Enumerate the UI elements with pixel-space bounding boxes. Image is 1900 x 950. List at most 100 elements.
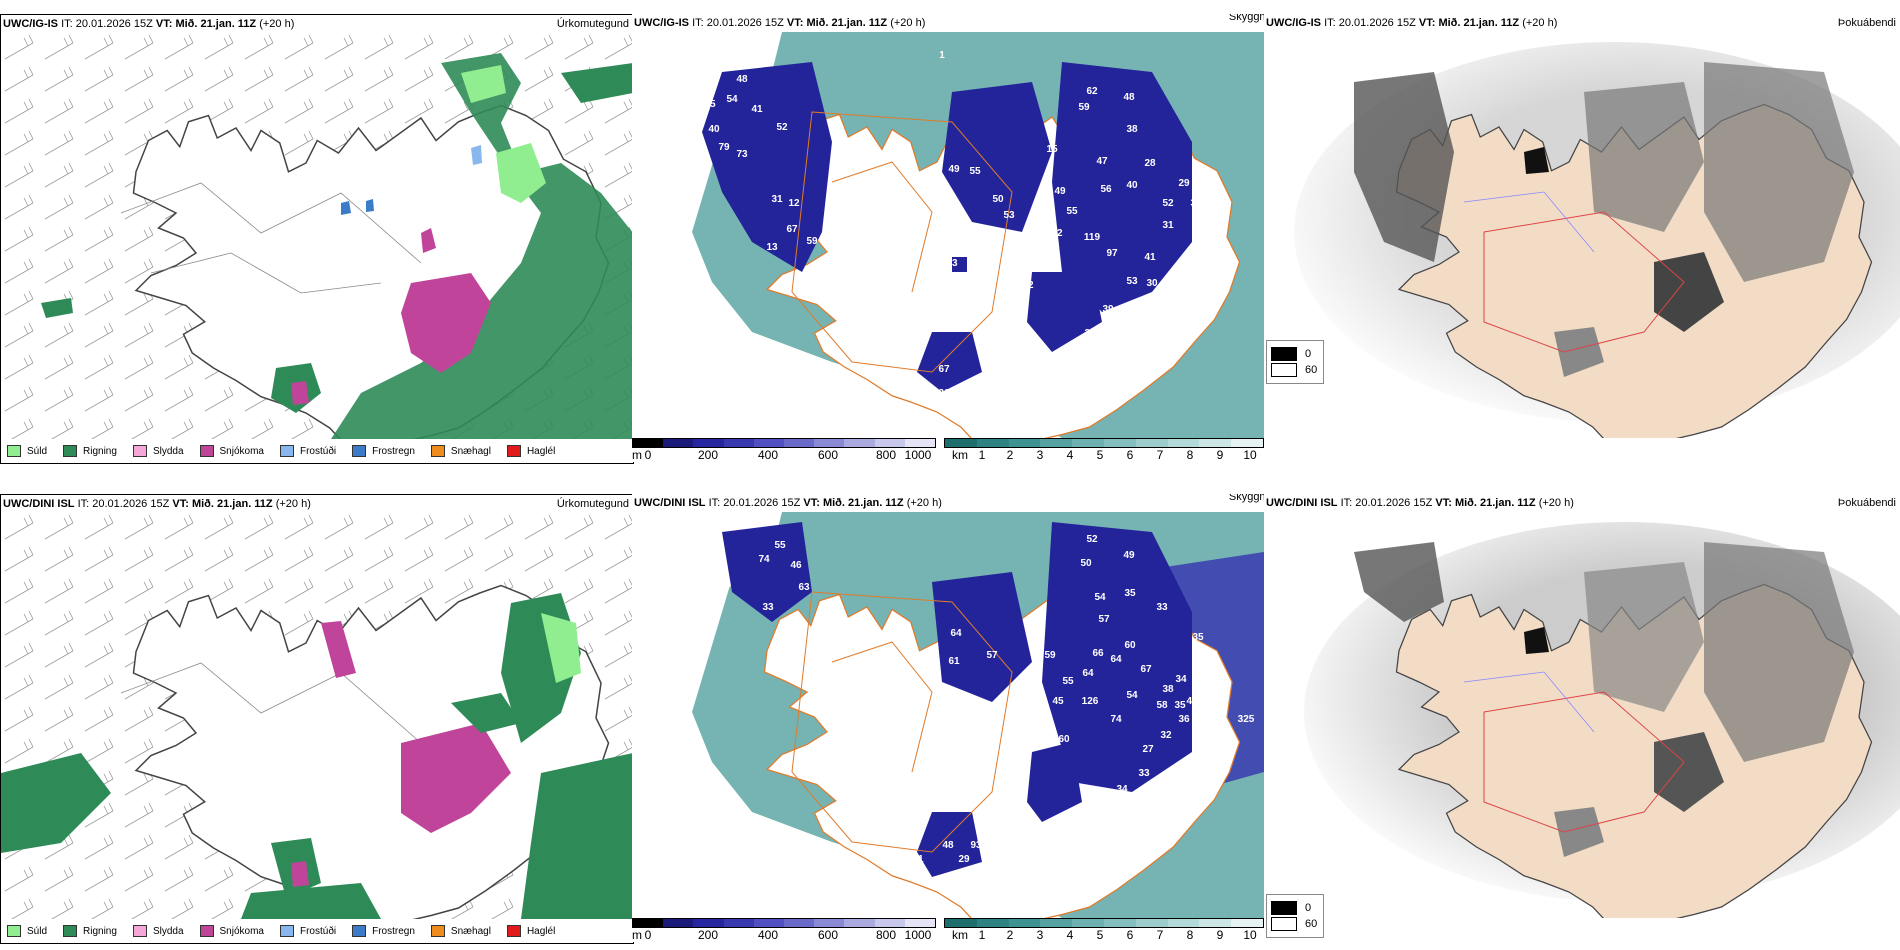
fog-swatch	[1271, 901, 1297, 915]
visibility-value-labels: 48 54 41 55 52 40 79 73 31 12 67 59 13 6…	[704, 50, 1202, 399]
vis-label: 62	[1086, 86, 1098, 97]
vis-label: 15	[1046, 144, 1058, 155]
legend-item-snaehagl: Snæhagl	[430, 925, 491, 937]
vis-label: 47	[1028, 252, 1040, 263]
vis-label: 55	[1066, 206, 1078, 217]
vis-label: 64	[1082, 668, 1094, 679]
cb-tick: 6	[1126, 928, 1134, 942]
cb-step	[976, 919, 1009, 927]
legend-swatch	[279, 445, 294, 457]
vis-label: 35	[1124, 588, 1136, 599]
cb-tick: 200	[697, 928, 719, 942]
panel-header: UWC/IG-IS IT: 20.01.2026 15Z VT: Mið. 21…	[1, 15, 633, 33]
fog-legend-item: 0	[1271, 901, 1319, 915]
vis-label: 60	[1058, 734, 1070, 745]
cb-tick: 5	[1096, 448, 1104, 462]
vis-label: 48	[736, 74, 748, 85]
vis-label: 38	[1126, 124, 1138, 135]
panel-header: UWC/IG-IS IT: 20.01.2026 15Z VT: Mið. 21…	[1264, 14, 1900, 32]
visibility-colorbar: km 1 2 3 4 5 6 7 8 9 10	[944, 918, 1264, 942]
legend-item-sudl: Súld	[7, 925, 47, 937]
cb-step	[1135, 919, 1168, 927]
precip-type-map	[1, 33, 633, 439]
legend-item-frostregn: Frostregn	[352, 445, 415, 457]
cb-step	[1231, 919, 1263, 927]
vis-label: 54	[1126, 690, 1138, 701]
panel-title: Úrkomutegund	[556, 18, 629, 30]
vis-label: 64	[1110, 654, 1122, 665]
vis-label: 55	[774, 540, 786, 551]
cb-step	[1040, 919, 1073, 927]
visibility-unit: km	[952, 928, 968, 942]
vis-label: 74	[1110, 714, 1122, 725]
vis-label: 31	[1162, 220, 1174, 231]
vis-label: 126	[1082, 696, 1099, 707]
vis-label: 32	[1066, 808, 1078, 819]
cb-tick: 2	[1006, 448, 1014, 462]
vis-label: 13	[766, 242, 778, 253]
panel-title: Þokuábendi	[1837, 497, 1896, 509]
legend-swatch	[63, 445, 78, 457]
legend-item-frostudi: Frostúði	[279, 445, 336, 457]
height-colorbar-ticks: m 0 200 400 600 800 1000	[632, 448, 936, 462]
visibility-colorbar-bar	[944, 918, 1264, 928]
vis-label: 92	[1022, 280, 1034, 291]
vis-label: 67	[938, 364, 950, 375]
cb-step	[663, 439, 694, 447]
vis-label: 10	[960, 712, 972, 723]
legend-swatch	[352, 925, 367, 937]
vis-label: 30	[1146, 278, 1158, 289]
legend-item-slydda: Slydda	[132, 925, 184, 937]
legend-swatch	[199, 445, 214, 457]
vis-label: 56	[1100, 184, 1112, 195]
vis-label: 33	[1138, 768, 1150, 779]
precip-type-panel-row1: UWC/IG-IS IT: 20.01.2026 15Z VT: Mið. 21…	[0, 14, 634, 464]
vis-label: 58	[1156, 700, 1168, 711]
vis-label: 40	[1126, 180, 1138, 191]
vis-label: 79	[718, 142, 730, 153]
vis-label: 33	[1156, 602, 1168, 613]
vis-label: 52	[1051, 228, 1063, 239]
vis-label: 57	[1098, 614, 1110, 625]
legend-item-snaehagl: Snæhagl	[430, 445, 491, 457]
vis-label: 48	[1138, 296, 1150, 307]
vis-label: 54	[1094, 592, 1106, 603]
cb-tick: 1	[978, 928, 986, 942]
cb-step	[693, 439, 724, 447]
vis-label: 12	[788, 198, 800, 209]
legend-swatch	[199, 925, 214, 937]
legend-swatch	[506, 925, 521, 937]
vis-label: 41	[1186, 696, 1198, 707]
cb-tick: 8	[1186, 448, 1194, 462]
vis-label: 44	[912, 376, 924, 387]
cb-step	[1072, 439, 1104, 447]
legend-swatch	[63, 925, 78, 937]
cb-step	[1167, 439, 1200, 447]
visibility-value-labels: 55 74 46 63 64 33 52 50 49 54 35 57 33 6…	[758, 534, 1254, 885]
cb-step	[1199, 919, 1232, 927]
cb-step	[693, 919, 724, 927]
vis-label: 52	[776, 122, 788, 133]
cb-step	[784, 919, 815, 927]
cb-step	[633, 919, 664, 927]
legend-item-snjokoma: Snjókoma	[199, 445, 264, 457]
vis-label: 97	[1106, 248, 1118, 259]
vis-label: 59	[1078, 102, 1090, 113]
cb-step	[1231, 439, 1263, 447]
panel-header: UWC/DINI ISL IT: 20.01.2026 15Z VT: Mið.…	[1, 495, 633, 513]
cb-tick: 9	[1216, 928, 1224, 942]
cb-step	[723, 439, 754, 447]
cb-step	[1008, 919, 1041, 927]
cb-tick: 5	[1096, 928, 1104, 942]
cb-tick: 0	[644, 448, 652, 462]
cb-step	[784, 439, 815, 447]
fog-swatch	[1271, 347, 1297, 361]
cb-step	[844, 439, 875, 447]
panel-title: Skyggni	[1228, 494, 1264, 503]
vis-label: 34	[1175, 674, 1187, 685]
cb-step	[904, 439, 936, 447]
legend-swatch	[279, 925, 294, 937]
fog-legend-item: 0	[1271, 347, 1319, 361]
fog-swatch	[1271, 363, 1297, 377]
vis-label: 53	[1126, 276, 1138, 287]
